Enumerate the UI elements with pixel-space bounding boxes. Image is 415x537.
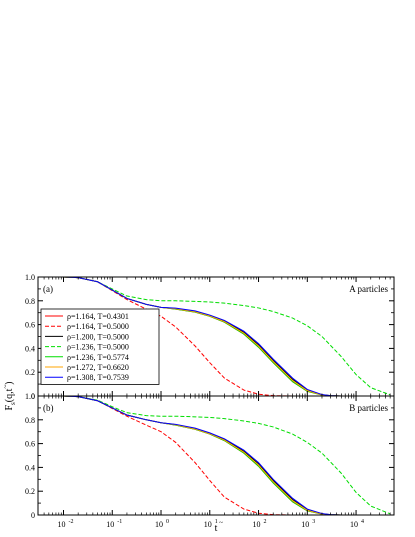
legend-label: ρ=1.200, T=0.5000 xyxy=(67,332,129,341)
x-axis-title: t xyxy=(215,523,218,534)
x-axis-title-accent: ~ xyxy=(219,519,223,527)
y-tick-label: 0.2 xyxy=(25,487,35,496)
y-tick-label: 0 xyxy=(31,511,35,520)
x-tick-label-exponent: 2 xyxy=(264,519,267,525)
y-tick-label: 0.6 xyxy=(25,321,35,330)
series-line-6 xyxy=(63,277,342,396)
x-tick-label-exponent: -1 xyxy=(117,519,122,525)
legend-label: ρ=1.236, T=0.5000 xyxy=(67,343,129,352)
panel-label: (b) xyxy=(43,403,54,413)
panel-1: 00.20.40.60.81.010 -2 10 -1 10 0 10 1 10 2 10 3 10 4(… xyxy=(25,392,395,529)
y-tick-label: 0.4 xyxy=(25,344,35,353)
x-tick-label: 10 xyxy=(57,520,65,529)
x-tick-label-exponent: 0 xyxy=(166,519,169,525)
x-tick-label: 10 xyxy=(155,520,163,529)
y-tick-label: 0.8 xyxy=(25,297,35,306)
series-line-1 xyxy=(63,277,293,396)
axis-titles-group: t ~ Fs(q,t~) xyxy=(2,381,223,534)
x-tick-label-exponent: 4 xyxy=(361,519,364,525)
panel-title: A particles xyxy=(349,284,388,294)
legend-label: ρ=1.164, T=0.4301 xyxy=(67,312,129,321)
series-line-3 xyxy=(63,396,391,515)
y-tick-label: 0.4 xyxy=(25,463,35,472)
legend-label: ρ=1.236, T=0.5774 xyxy=(67,353,129,362)
x-tick-label-exponent: -2 xyxy=(68,519,73,525)
y-axis-title: Fs(q,t~) xyxy=(2,381,17,410)
y-tick-label: 1.0 xyxy=(25,273,35,282)
panel-label: (a) xyxy=(43,284,53,294)
y-tick-label: 0 xyxy=(31,392,35,401)
series-line-6 xyxy=(63,396,342,515)
y-tick-label: 1.0 xyxy=(25,392,35,401)
legend-label: ρ=1.308, T=0.7539 xyxy=(67,373,129,382)
x-tick-label-exponent: 1 xyxy=(215,519,218,525)
x-tick-label: 10 xyxy=(350,520,358,529)
series-line-3 xyxy=(63,277,391,396)
x-tick-label: 10 xyxy=(253,520,261,529)
y-tick-label: 0.2 xyxy=(25,368,35,377)
panel-title: B particles xyxy=(349,403,388,413)
x-tick-label: 10 xyxy=(204,520,212,529)
legend-label: ρ=1.272, T=0.6620 xyxy=(67,363,129,372)
panels-group: 0 0.2 0.4 0.6 0.8 1.0 (a) A particles ρ=1.164, T… xyxy=(25,273,395,529)
series-line-1 xyxy=(63,396,293,515)
x-tick-label: 10 xyxy=(106,520,114,529)
y-tick-label: 0.8 xyxy=(25,416,35,425)
legend-label: ρ=1.164, T=0.5000 xyxy=(67,322,129,331)
x-tick-label-exponent: 3 xyxy=(312,519,315,525)
x-tick-label: 10 xyxy=(301,520,309,529)
y-tick-label: 0.6 xyxy=(25,440,35,449)
